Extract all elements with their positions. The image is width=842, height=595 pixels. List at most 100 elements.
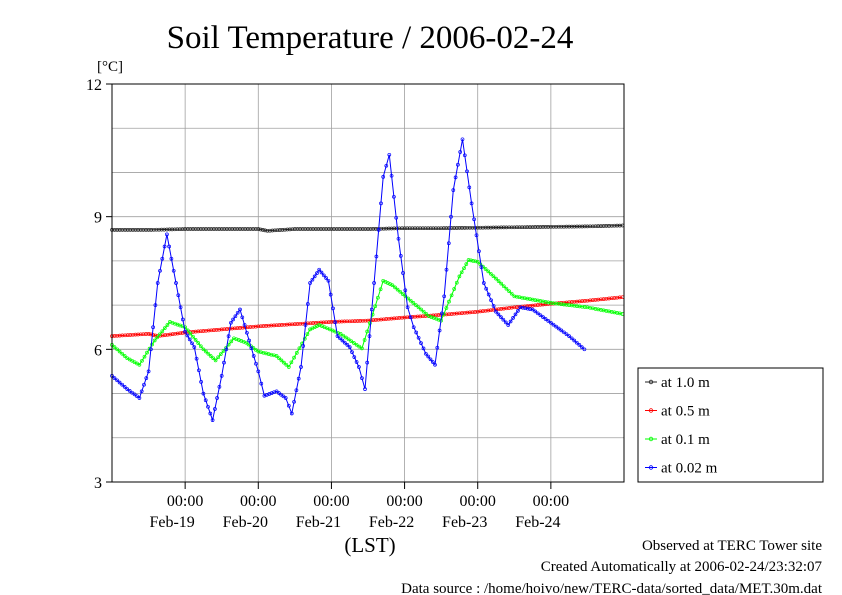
data-point	[281, 394, 286, 399]
data-point	[421, 309, 426, 314]
data-point	[217, 385, 222, 389]
data-point	[244, 340, 248, 345]
data-point	[251, 346, 256, 350]
data-point	[112, 345, 117, 349]
data-point	[259, 324, 263, 329]
data-point	[453, 175, 458, 180]
data-point	[389, 316, 394, 321]
data-point	[423, 226, 428, 231]
data-point	[238, 326, 242, 330]
data-point	[329, 227, 334, 231]
data-point	[411, 325, 416, 330]
data-point	[256, 369, 261, 374]
data-point	[342, 319, 347, 324]
data-point	[486, 292, 491, 297]
data-point	[149, 228, 154, 232]
data-point	[384, 163, 389, 168]
data-point	[232, 326, 237, 331]
data-point	[354, 342, 359, 347]
data-point	[278, 228, 282, 232]
data-point	[415, 226, 420, 231]
data-point	[365, 360, 370, 365]
data-point	[533, 225, 538, 229]
data-point	[160, 333, 165, 338]
data-point	[488, 271, 493, 276]
legend-label: at 0.1 m	[661, 432, 710, 448]
data-point	[559, 328, 564, 333]
data-point	[494, 276, 498, 281]
data-point	[212, 227, 216, 231]
data-point	[538, 313, 543, 318]
data-point	[201, 227, 206, 231]
data-point	[242, 323, 247, 327]
data-point	[259, 381, 264, 386]
data-point	[577, 343, 582, 347]
data-point	[183, 329, 187, 334]
data-point	[140, 358, 144, 363]
data-point	[206, 328, 211, 333]
data-point	[319, 227, 323, 231]
data-point	[530, 225, 535, 229]
data-point	[379, 201, 383, 206]
data-point	[163, 333, 168, 337]
data-point	[546, 319, 551, 323]
data-point	[507, 289, 511, 294]
observed-site-note: Observed at TERC Tower site	[642, 538, 822, 554]
data-point	[520, 225, 524, 230]
data-point	[167, 227, 172, 232]
data-point	[428, 357, 433, 362]
data-point	[556, 326, 561, 331]
data-point	[144, 228, 148, 232]
x-tick-date-label: Feb-22	[369, 514, 414, 531]
data-point	[535, 303, 540, 307]
data-point	[340, 338, 345, 343]
data-point	[331, 306, 335, 311]
data-point	[470, 310, 475, 315]
data-point	[517, 225, 522, 230]
data-point	[196, 227, 201, 231]
data-point	[213, 407, 217, 411]
data-point	[345, 343, 350, 347]
data-point	[245, 227, 250, 231]
data-point	[115, 228, 120, 232]
data-point	[152, 338, 157, 343]
data-point	[334, 227, 339, 231]
data-point	[253, 347, 258, 352]
data-point	[296, 376, 301, 381]
data-point	[347, 227, 352, 231]
data-point	[354, 360, 359, 364]
data-point	[240, 325, 245, 330]
data-point	[160, 329, 165, 334]
data-point	[308, 321, 313, 326]
data-point	[224, 347, 229, 352]
data-point	[245, 325, 250, 330]
data-point	[554, 224, 558, 229]
data-point	[251, 227, 255, 231]
data-point	[520, 305, 525, 310]
data-point	[280, 228, 285, 232]
data-point	[419, 341, 423, 345]
data-point	[582, 305, 587, 309]
data-point	[279, 358, 284, 363]
data-point	[139, 389, 144, 394]
data-point	[525, 306, 530, 311]
x-tick-date-label: Feb-21	[296, 514, 341, 531]
data-point	[301, 344, 306, 348]
data-point	[183, 325, 187, 330]
data-point	[167, 244, 171, 249]
data-point	[317, 267, 322, 272]
data-point	[489, 298, 493, 303]
data-point	[575, 299, 579, 304]
data-point	[131, 228, 135, 232]
data-point	[289, 360, 294, 365]
data-point	[294, 388, 299, 393]
data-point	[582, 224, 587, 229]
data-point	[543, 317, 548, 321]
data-point	[475, 259, 480, 264]
data-point	[503, 320, 508, 325]
data-point	[384, 317, 389, 321]
data-point	[378, 287, 383, 292]
data-point	[209, 328, 214, 333]
data-point	[451, 188, 456, 192]
data-point	[146, 369, 151, 374]
